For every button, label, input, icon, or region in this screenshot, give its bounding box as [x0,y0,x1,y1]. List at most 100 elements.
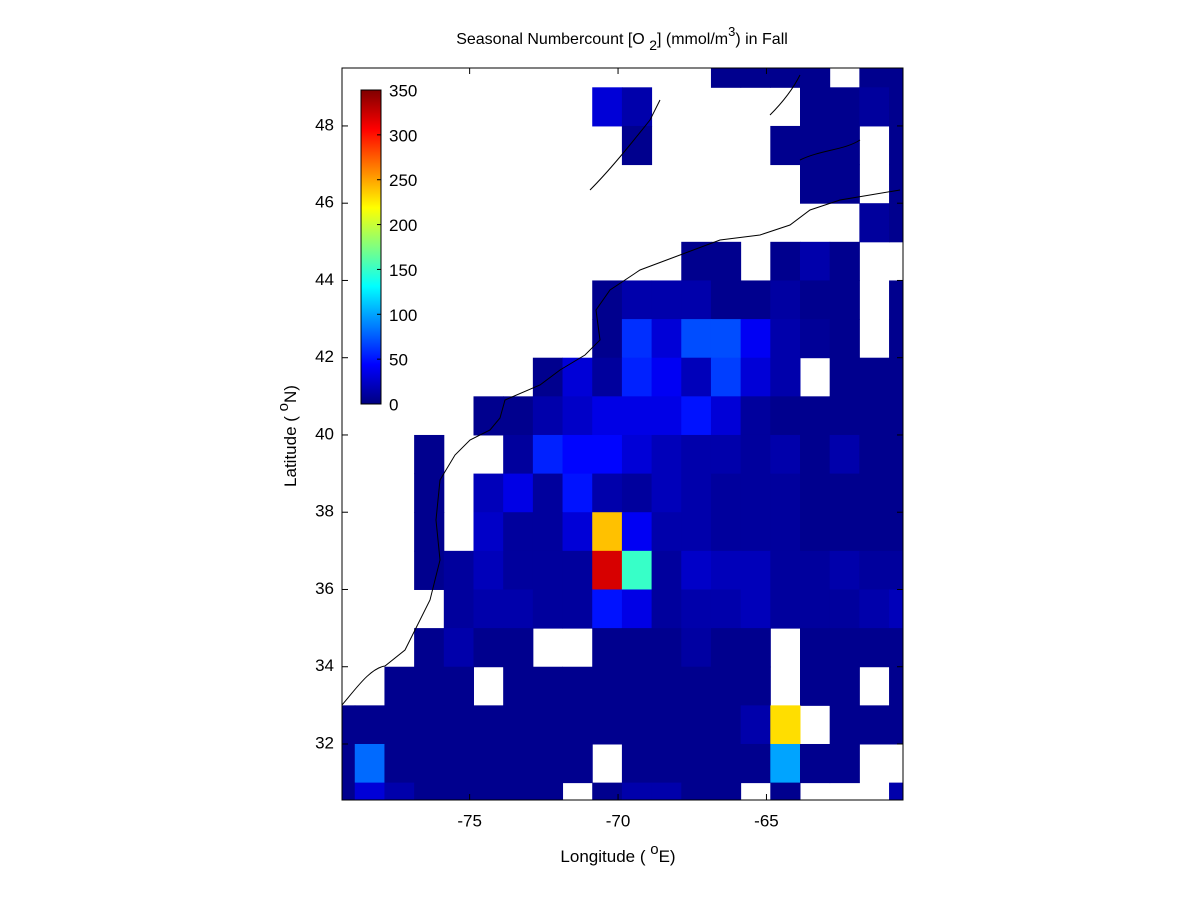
label-superscript: o [275,403,292,411]
heatmap-cell [342,782,356,800]
heatmap-cell [681,434,712,475]
heatmap-cell [710,241,742,281]
heatmap-cell [384,705,415,745]
heatmap-cell [829,125,860,166]
heatmap-cell [384,782,415,800]
heatmap-cell [443,589,474,629]
heatmap-cell [621,473,653,513]
heatmap-cell [414,473,445,513]
heatmap-cell [800,473,831,513]
colorbar-tick-label: 350 [389,81,417,100]
heatmap-cell [740,280,771,320]
coastline-path [342,189,901,706]
heatmap-cell [354,743,385,784]
heatmap-cell [443,782,474,800]
heatmap-cell [532,666,564,706]
heatmap-cell [681,628,712,668]
heatmap-cell [740,743,771,784]
x-tick-label: -75 [457,811,482,830]
heatmap-cell [681,319,712,359]
heatmap-cell [354,782,385,800]
heatmap-cell [710,550,742,590]
heatmap-cell [770,357,801,397]
heatmap-cell [592,280,623,320]
heatmap-cell [829,589,860,629]
heatmap-cell [414,666,445,706]
heatmap-cell [829,280,860,320]
heatmap-cell [800,241,831,281]
heatmap-cell [562,550,593,590]
heatmap-cell [621,705,653,745]
heatmap-cell [651,550,682,590]
heatmap-cell [740,589,771,629]
heatmap-cell [592,357,623,397]
heatmap-cell [829,550,860,590]
heatmap-cell [562,396,593,436]
x-tick-label: -65 [754,811,779,830]
heatmap-cell [800,628,831,668]
title-superscript: 3 [728,24,735,39]
heatmap-cell [651,396,682,436]
heatmap-cell [503,396,534,436]
heatmap-cell [621,666,653,706]
heatmap-cell [651,357,682,397]
heatmap-cell [770,589,801,629]
heatmap-cell [800,512,831,552]
heatmap-cell [562,512,593,552]
heatmap-cell [651,473,682,513]
heatmap-cell [740,666,771,706]
heatmap-cell [770,705,801,745]
heatmap-cell [592,782,623,800]
heatmap-cell [621,396,653,436]
heatmap-cell [740,357,771,397]
heatmap-cell [592,550,623,590]
heatmap-cell [414,512,445,552]
heatmap-cell [829,512,860,552]
heatmap-cell [770,319,801,359]
heatmap-cell [770,434,801,475]
heatmap-cell [859,628,890,668]
heatmap-cell [414,628,445,668]
heatmap-cell [740,550,771,590]
heatmap-cell [532,396,564,436]
heatmap-cell [770,241,801,281]
heatmap-cell [532,550,564,590]
heatmap-cell [681,666,712,706]
heatmap-cell [740,68,771,88]
heatmap-cell [473,589,504,629]
heatmap-cell [621,87,653,127]
heatmap-cell [889,782,903,800]
heatmap-cell [621,782,653,800]
heatmap-cell [354,705,385,745]
heatmap-cell [621,319,653,359]
heatmap-cell [414,705,445,745]
heatmap-cell [770,473,801,513]
heatmap-cell [651,512,682,552]
heatmap-cell [592,512,623,552]
heatmap-cell [592,87,623,127]
heatmap-cell [770,280,801,320]
heatmap-cell [651,705,682,745]
heatmap-cell [829,87,860,127]
heatmap-cell [592,666,623,706]
heatmap-cell [859,589,890,629]
heatmap-cell [800,87,831,127]
heatmap-cell [710,357,742,397]
heatmap-cell [592,319,623,359]
heatmap-cell [740,396,771,436]
heatmap-cell [621,550,653,590]
heatmap-cell [532,434,564,475]
heatmap-cell [859,473,890,513]
heatmap-cell [740,628,771,668]
heatmap-cell [503,782,534,800]
heatmap-cell [473,550,504,590]
heatmap-cell [621,434,653,475]
heatmap-cell [681,280,712,320]
heatmap-cell [889,125,903,166]
heatmap-cell [473,396,504,436]
y-tick-label: 44 [315,270,334,289]
heatmap-cell [800,589,831,629]
heatmap-cell [889,280,903,320]
heatmap-cell [592,628,623,668]
heatmap-cell [859,705,890,745]
